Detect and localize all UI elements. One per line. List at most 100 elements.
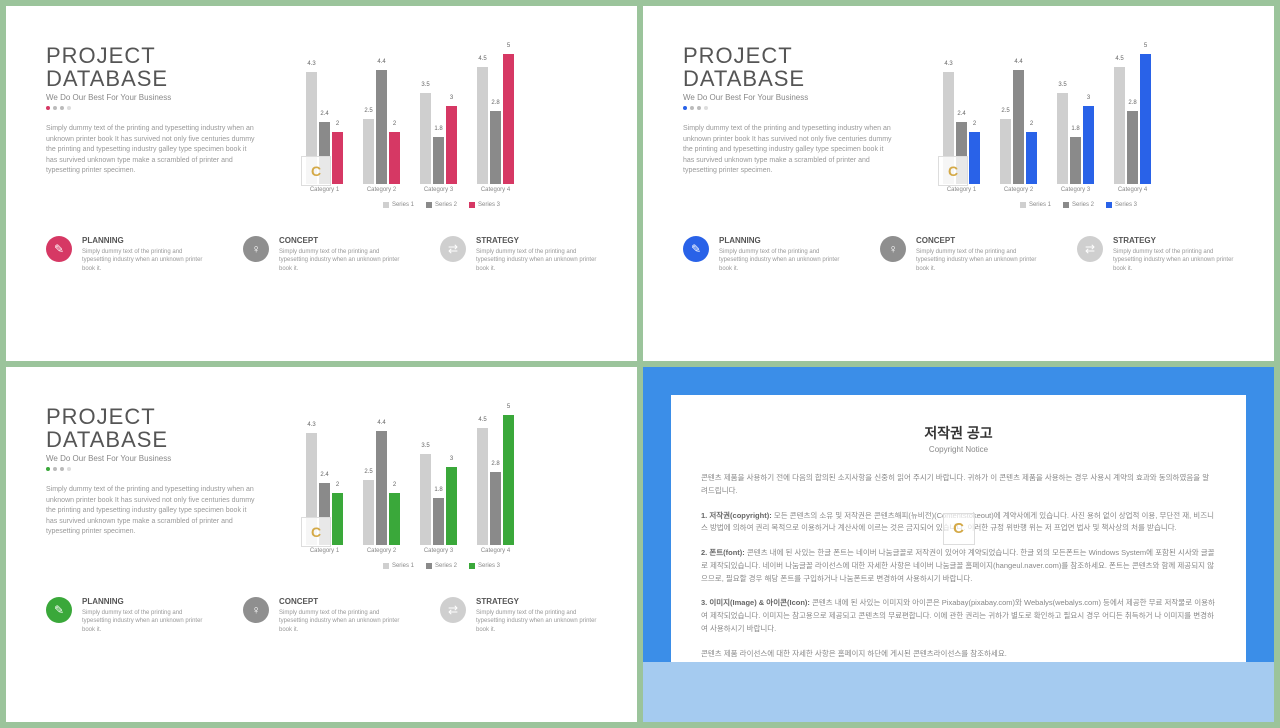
planning-icon: ✎ — [46, 597, 72, 623]
icons-row: ✎ PLANNING Simply dummy text of the prin… — [683, 236, 1234, 273]
chart-category: 3.5 1.8 3 Category 3 — [420, 454, 457, 545]
info-block: ♀ CONCEPT Simply dummy text of the print… — [880, 236, 1037, 273]
icons-row: ✎ PLANNING Simply dummy text of the prin… — [46, 597, 597, 634]
slide-title: PROJECTDATABASE — [46, 44, 256, 90]
info-desc: Simply dummy text of the printing and ty… — [279, 248, 400, 273]
chart-category: 2.5 4.4 2 Category 2 — [363, 431, 400, 545]
chart-category: 4.5 2.8 5 Category 4 — [1114, 54, 1151, 184]
copyright-p1: 콘텐츠 제품을 사용하기 전에 다음의 합의된 소지사항을 신중히 읽어 주시기… — [701, 472, 1216, 498]
chart-category: 3.5 1.8 3 Category 3 — [1057, 93, 1094, 184]
bar-chart: 4.3 2.4 2 Category 1 2.5 4.4 2 Category … — [286, 44, 597, 208]
watermark-icon: C — [938, 156, 968, 186]
bar-s2: 4.4 — [376, 431, 387, 545]
info-title: CONCEPT — [916, 236, 1037, 245]
strategy-icon: ⇄ — [440, 236, 466, 262]
slide4-bottom-band — [643, 662, 1274, 722]
chart-legend: Series 1 Series 2 Series 3 — [286, 202, 597, 208]
info-desc: Simply dummy text of the printing and ty… — [82, 609, 203, 634]
strategy-icon: ⇄ — [440, 597, 466, 623]
info-desc: Simply dummy text of the printing and ty… — [1113, 248, 1234, 273]
bar-s3: 5 — [1140, 54, 1151, 184]
info-block: ⇄ STRATEGY Simply dummy text of the prin… — [440, 597, 597, 634]
bar-s1: 2.5 — [1000, 119, 1011, 184]
info-block: ♀ CONCEPT Simply dummy text of the print… — [243, 597, 400, 634]
copyright-s3: 3. 이미지(Image) & 아이콘(Icon): 콘텐츠 내에 된 사있는 … — [701, 597, 1216, 635]
chart-legend: Series 1 Series 2 Series 3 — [923, 202, 1234, 208]
info-desc: Simply dummy text of the printing and ty… — [82, 248, 203, 273]
info-title: STRATEGY — [476, 236, 597, 245]
bar-s2: 4.4 — [376, 70, 387, 184]
info-title: PLANNING — [719, 236, 840, 245]
chart-category: 2.5 4.4 2 Category 2 — [1000, 70, 1037, 184]
watermark-icon: C — [943, 513, 975, 545]
planning-icon: ✎ — [683, 236, 709, 262]
info-desc: Simply dummy text of the printing and ty… — [476, 609, 597, 634]
watermark-icon: C — [301, 517, 331, 547]
chart-category: 3.5 1.8 3 Category 3 — [420, 93, 457, 184]
slide-subtitle: We Do Our Best For Your Business — [46, 454, 256, 463]
copyright-panel: 저작권 공고 Copyright Notice 콘텐츠 제품을 사용하기 전에 … — [671, 395, 1246, 662]
chart-category: 2.5 4.4 2 Category 2 — [363, 70, 400, 184]
bar-s1: 3.5 — [420, 454, 431, 545]
bar-s3: 3 — [1083, 106, 1094, 184]
strategy-icon: ⇄ — [1077, 236, 1103, 262]
body-text: Simply dummy text of the printing and ty… — [46, 485, 256, 538]
bar-s1: 2.5 — [363, 480, 374, 545]
bar-s1: 4.5 — [1114, 67, 1125, 184]
accent-dots — [46, 467, 256, 471]
bar-s3: 2 — [389, 493, 400, 545]
info-title: STRATEGY — [1113, 236, 1234, 245]
info-block: ✎ PLANNING Simply dummy text of the prin… — [683, 236, 840, 273]
info-block: ⇄ STRATEGY Simply dummy text of the prin… — [440, 236, 597, 273]
bar-s2: 2.8 — [490, 111, 501, 184]
bar-chart: 4.3 2.4 2 Category 1 2.5 4.4 2 Category … — [923, 44, 1234, 208]
bar-s2: 1.8 — [1070, 137, 1081, 184]
accent-dots — [46, 106, 256, 110]
info-block: ✎ PLANNING Simply dummy text of the prin… — [46, 236, 203, 273]
slide-title: PROJECTDATABASE — [46, 405, 256, 451]
info-block: ♀ CONCEPT Simply dummy text of the print… — [243, 236, 400, 273]
bar-s2: 2.8 — [490, 472, 501, 545]
slide-1: PROJECTDATABASE We Do Our Best For Your … — [6, 6, 637, 361]
bar-s3: 5 — [503, 54, 514, 184]
bar-s1: 2.5 — [363, 119, 374, 184]
bar-s1: 3.5 — [1057, 93, 1068, 184]
concept-icon: ♀ — [243, 236, 269, 262]
info-block: ✎ PLANNING Simply dummy text of the prin… — [46, 597, 203, 634]
bar-s2: 1.8 — [433, 137, 444, 184]
copyright-s2: 2. 폰트(font): 콘텐츠 내에 된 사있는 한글 폰트는 네이버 나눔글… — [701, 547, 1216, 585]
bar-s3: 5 — [503, 415, 514, 545]
bar-s2: 2.8 — [1127, 111, 1138, 184]
body-text: Simply dummy text of the printing and ty… — [46, 124, 256, 177]
slide-title: PROJECTDATABASE — [683, 44, 893, 90]
body-text: Simply dummy text of the printing and ty… — [683, 124, 893, 177]
concept-icon: ♀ — [880, 236, 906, 262]
copyright-subtitle: Copyright Notice — [701, 445, 1216, 454]
bar-chart: 4.3 2.4 2 Category 1 2.5 4.4 2 Category … — [286, 405, 597, 569]
bar-s3: 3 — [446, 106, 457, 184]
bar-s1: 4.5 — [477, 428, 488, 545]
bar-s3: 2 — [1026, 132, 1037, 184]
bar-s1: 3.5 — [420, 93, 431, 184]
slide-2: PROJECTDATABASE We Do Our Best For Your … — [643, 6, 1274, 361]
slide-subtitle: We Do Our Best For Your Business — [683, 93, 893, 102]
accent-dots — [683, 106, 893, 110]
info-block: ⇄ STRATEGY Simply dummy text of the prin… — [1077, 236, 1234, 273]
chart-category: 4.5 2.8 5 Category 4 — [477, 54, 514, 184]
bar-s3: 2 — [332, 493, 343, 545]
slide-4: 저작권 공고 Copyright Notice 콘텐츠 제품을 사용하기 전에 … — [643, 367, 1274, 722]
bar-s3: 3 — [446, 467, 457, 545]
info-desc: Simply dummy text of the printing and ty… — [719, 248, 840, 273]
planning-icon: ✎ — [46, 236, 72, 262]
info-desc: Simply dummy text of the printing and ty… — [476, 248, 597, 273]
chart-legend: Series 1 Series 2 Series 3 — [286, 563, 597, 569]
slide-subtitle: We Do Our Best For Your Business — [46, 93, 256, 102]
copyright-title: 저작권 공고 — [701, 423, 1216, 443]
bar-s1: 4.5 — [477, 67, 488, 184]
slide-3: PROJECTDATABASE We Do Our Best For Your … — [6, 367, 637, 722]
bar-s3: 2 — [969, 132, 980, 184]
copyright-p2: 콘텐츠 제품 라이선스에 대한 자세한 사항은 홈페이지 하단에 게시된 콘텐츠… — [701, 648, 1216, 661]
bar-s2: 4.4 — [1013, 70, 1024, 184]
chart-category: 4.5 2.8 5 Category 4 — [477, 415, 514, 545]
bar-s3: 2 — [332, 132, 343, 184]
